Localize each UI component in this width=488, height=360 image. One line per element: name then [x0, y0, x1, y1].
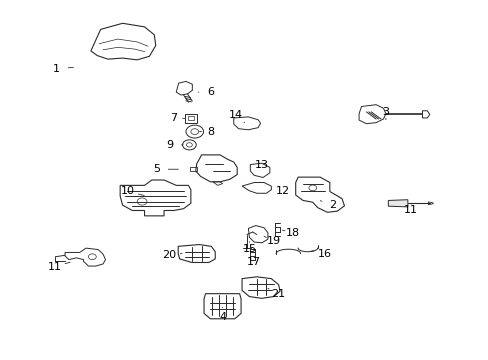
Text: 6: 6: [206, 87, 213, 97]
Text: 11: 11: [47, 262, 61, 272]
Text: 14: 14: [229, 111, 243, 121]
Text: 10: 10: [120, 186, 134, 197]
Text: 20: 20: [162, 250, 176, 260]
Text: 15: 15: [242, 244, 256, 254]
Text: 9: 9: [166, 140, 173, 150]
Text: 3: 3: [382, 107, 388, 117]
Text: 13: 13: [255, 159, 268, 170]
Text: 19: 19: [266, 236, 280, 246]
Text: 12: 12: [275, 186, 289, 197]
Text: 7: 7: [170, 113, 177, 123]
Text: 8: 8: [206, 127, 213, 136]
Text: 16: 16: [317, 248, 331, 258]
Text: 21: 21: [271, 289, 285, 299]
Text: 11: 11: [404, 206, 417, 216]
Text: 1: 1: [53, 64, 60, 74]
Polygon shape: [387, 200, 407, 207]
Text: 17: 17: [247, 257, 261, 267]
Text: 4: 4: [219, 312, 225, 322]
Text: 18: 18: [285, 228, 300, 238]
Text: 5: 5: [153, 164, 160, 174]
Text: 2: 2: [328, 200, 335, 210]
